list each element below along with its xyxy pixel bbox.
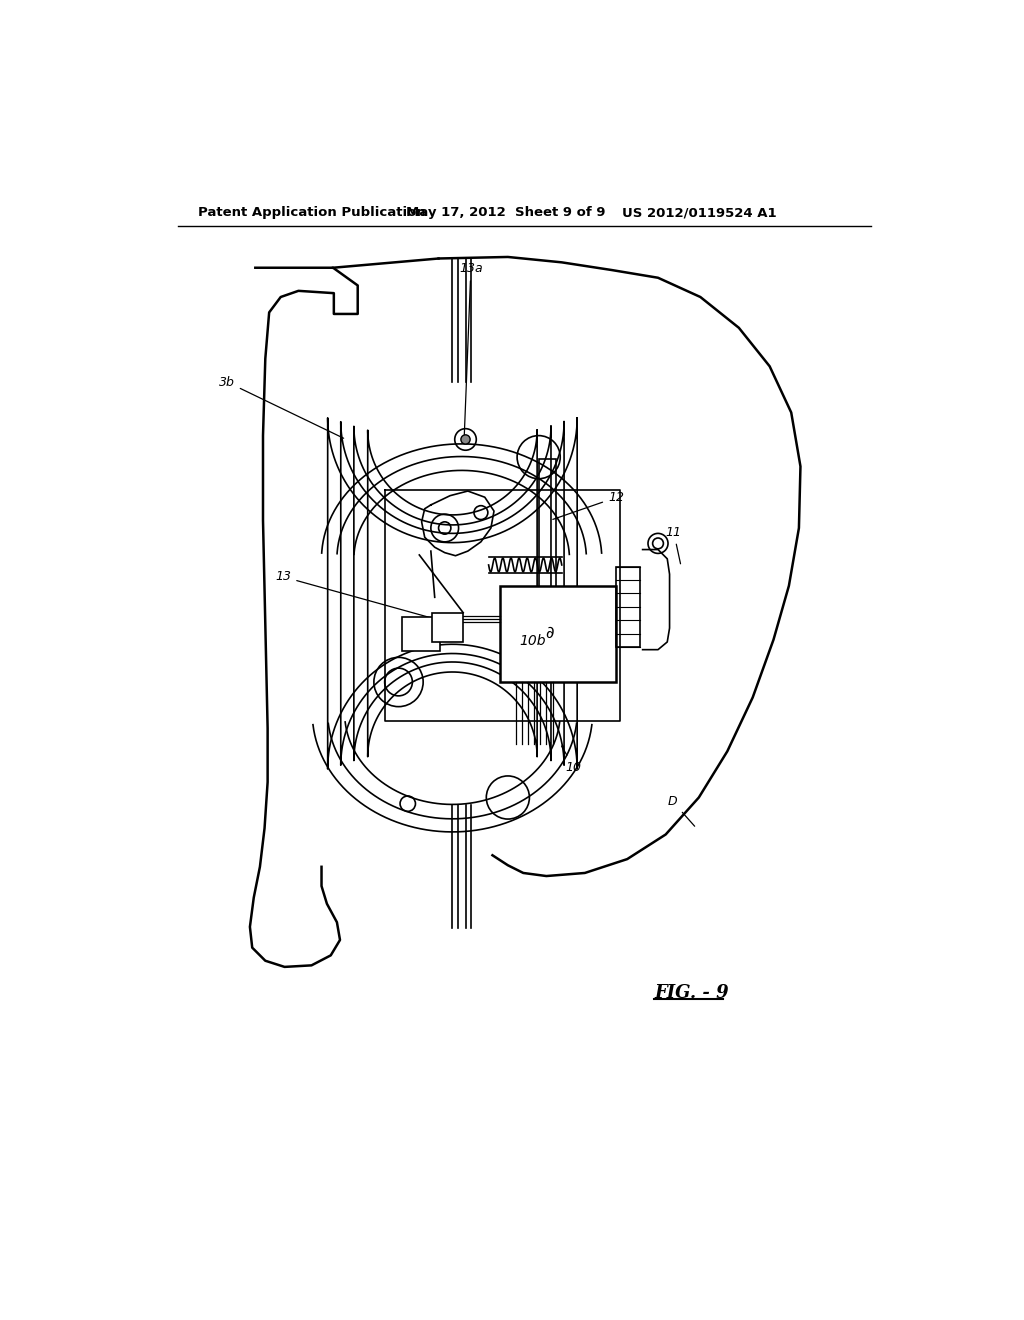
Text: 12: 12 <box>553 491 624 519</box>
Text: $\partial$: $\partial$ <box>545 624 555 642</box>
Bar <box>432 612 463 642</box>
Text: 3b: 3b <box>219 376 344 438</box>
Text: FIG. - 9: FIG. - 9 <box>654 983 729 1002</box>
Bar <box>401 616 440 651</box>
Text: 10: 10 <box>561 746 582 774</box>
Text: 13a: 13a <box>459 263 482 441</box>
Text: 10b: 10b <box>519 634 546 648</box>
Bar <box>539 459 556 598</box>
Text: Patent Application Publication: Patent Application Publication <box>199 206 426 219</box>
Text: May 17, 2012  Sheet 9 of 9: May 17, 2012 Sheet 9 of 9 <box>407 206 606 219</box>
Circle shape <box>461 434 470 444</box>
Text: D: D <box>668 795 694 826</box>
Bar <box>500 586 615 682</box>
Bar <box>615 566 640 647</box>
Text: 13: 13 <box>275 570 432 618</box>
Text: 11: 11 <box>666 525 682 564</box>
Text: US 2012/0119524 A1: US 2012/0119524 A1 <box>622 206 776 219</box>
